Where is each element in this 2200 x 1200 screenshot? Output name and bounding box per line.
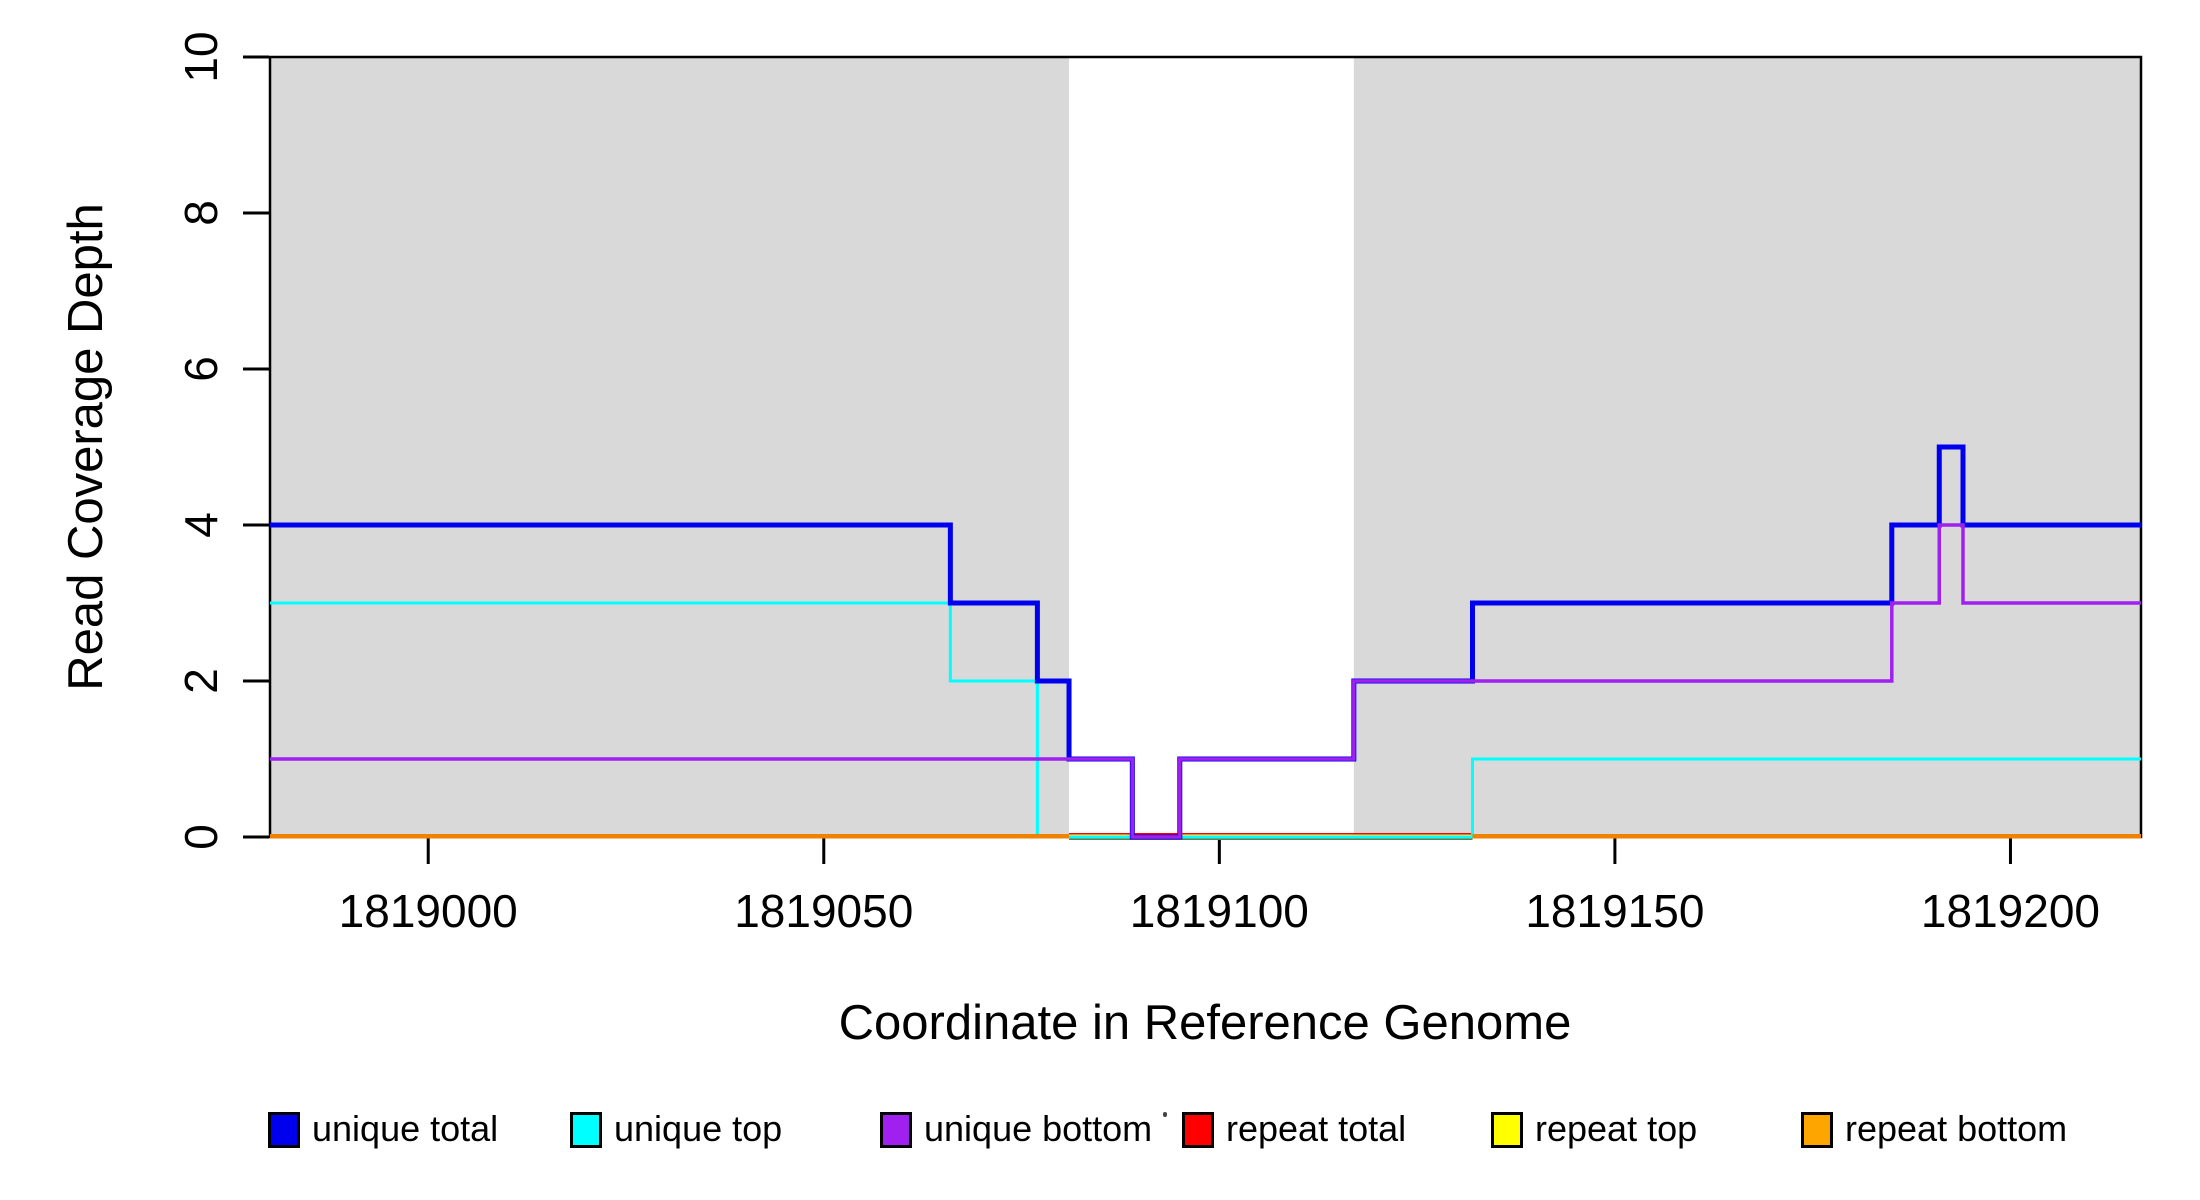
legend-label: repeat total — [1226, 1108, 1407, 1149]
x-tick-label: 1819200 — [1920, 885, 2101, 937]
y-axis-title: Read Coverage Depth — [59, 203, 113, 691]
legend-label: unique total — [312, 1108, 499, 1149]
x-axis-title: Coordinate in Reference Genome — [838, 996, 1572, 1050]
shaded-region-right — [1353, 57, 2141, 837]
x-tick-label: 1819150 — [1525, 885, 1705, 937]
legend-swatch-repeat-bottom — [1801, 1112, 1833, 1148]
legend-swatch-unique-bottom — [880, 1112, 912, 1148]
legend-swatch-repeat-top — [1491, 1112, 1523, 1148]
x-tick-label: 1819000 — [338, 885, 518, 937]
y-tick-label: 10 — [175, 31, 227, 83]
shaded-region-left — [270, 57, 1070, 837]
series-unique-bottom — [270, 523, 2141, 839]
legend-label: unique top — [614, 1108, 783, 1149]
x-tick-label: 1819100 — [1129, 885, 1309, 937]
legend-swatch-unique-top — [570, 1112, 602, 1148]
x-tick-label: 1819050 — [734, 885, 914, 937]
legend-swatch-repeat-total — [1182, 1112, 1214, 1148]
legend-label: unique bottom — [924, 1108, 1153, 1149]
legend-label: repeat bottom — [1845, 1108, 2068, 1149]
stray-dot-artifact — [1163, 1112, 1167, 1117]
legend-swatch-unique-total — [268, 1112, 300, 1148]
legend-label: repeat top — [1535, 1108, 1698, 1149]
